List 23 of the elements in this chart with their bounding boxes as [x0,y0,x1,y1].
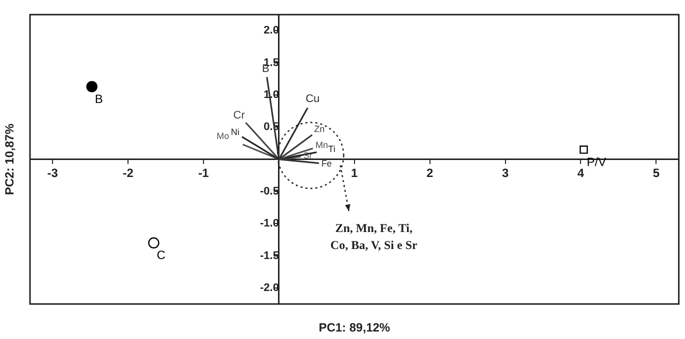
series-label: Mn [316,140,328,150]
series-label: Ni [230,127,240,138]
series-label: Ti [328,144,336,154]
series-label: B [262,63,270,76]
x-axis-title: PC1: 89,12% [318,320,390,334]
series-label: Fe [321,158,332,168]
annotation: Zn, Mn, Fe, Ti, Co, Ba, V, Si e Sr [330,221,418,252]
series-label: Cu [306,92,320,105]
series-label: B [94,92,103,106]
series-label: Cr [233,109,246,122]
x-tick-label: 2 [426,166,434,180]
x-tick-label: -1 [198,166,210,180]
x-tick-label: -3 [47,166,58,180]
series-label: C [156,248,166,262]
series-label: Zn [314,124,325,134]
x-tick-label: 3 [502,166,509,180]
y-axis-title: PC2: 10,87% [2,123,16,195]
x-tick-label: -2 [122,166,134,180]
x-tick-label: 1 [351,166,358,180]
series-label: Mo [216,130,230,141]
x-tick-label: 5 [652,166,660,180]
y-tick-label: -0.5 [260,185,279,198]
x-tick-label: 4 [577,166,584,180]
